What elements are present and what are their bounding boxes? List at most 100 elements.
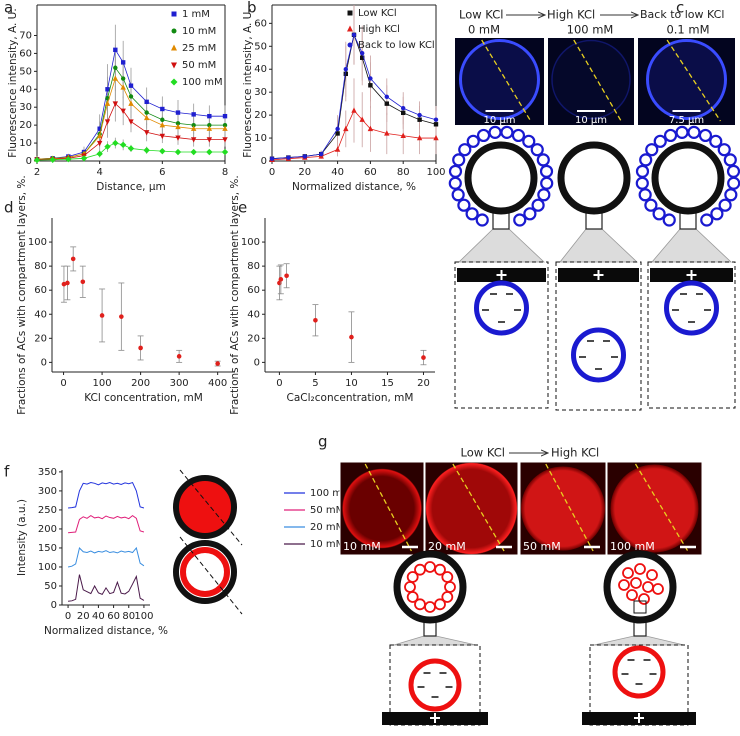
small-vesicle (698, 128, 713, 143)
small-vesicle (537, 188, 551, 202)
marker (159, 121, 166, 128)
x-tick-label: 8 (222, 167, 228, 178)
x-axis-label: KCl concentration, mM (84, 392, 203, 404)
marker (343, 71, 348, 77)
series-line (68, 481, 145, 509)
panel-label: a (4, 0, 13, 17)
y-tick-label: 60 (19, 48, 32, 59)
marker (96, 132, 103, 139)
marker (119, 141, 127, 149)
small-vesicle (710, 207, 724, 221)
marker (207, 122, 212, 128)
marker (128, 94, 134, 99)
small-vesicle (723, 153, 737, 167)
cell-outline (342, 468, 422, 549)
panel-label: f (4, 463, 10, 481)
y-tick-label: 100 (28, 237, 47, 248)
marker (80, 155, 88, 162)
marker (128, 83, 134, 88)
marker (269, 156, 275, 161)
compartment (408, 658, 462, 712)
scale-bar-label: 10 µm (483, 115, 515, 126)
marker (174, 148, 182, 156)
marker (113, 47, 118, 53)
marker (104, 119, 111, 125)
marker (160, 106, 165, 112)
x-tick-label: 40 (331, 167, 344, 178)
y-tick-label: 20 (19, 120, 32, 131)
marker (368, 83, 373, 88)
y-tick-label: 250 (38, 505, 57, 516)
x-tick-label: 0 (65, 611, 71, 622)
point (349, 334, 354, 340)
funnel (559, 228, 639, 263)
zoom-box (389, 644, 481, 726)
y-tick-label: 0 (51, 600, 57, 611)
x-tick-label: 400 (208, 378, 227, 389)
small-vesicle (511, 128, 526, 143)
vesicle (464, 141, 538, 215)
marker (433, 117, 439, 122)
x-tick-label: 20 (417, 378, 430, 389)
small-vesicle (675, 125, 689, 139)
small-vesicle (466, 134, 480, 148)
point (61, 281, 67, 287)
series-line (68, 515, 145, 534)
concentration: 0 mM (468, 23, 500, 37)
small-vesicle (687, 125, 701, 139)
marker (112, 101, 119, 107)
series-line (68, 574, 145, 602)
image-label: 20 mM (428, 540, 466, 553)
marker (190, 137, 197, 143)
y-tick-label: 50 (254, 41, 267, 52)
marker (222, 122, 228, 128)
legend-label: Back to low KCl (358, 40, 435, 51)
marker (191, 112, 196, 117)
marker (206, 148, 213, 156)
small-vesicle (645, 143, 659, 157)
small-vesicle (639, 153, 653, 167)
marker (416, 134, 423, 141)
y-tick-label: 50 (19, 66, 32, 77)
marker (222, 113, 228, 119)
small-vesicle (652, 583, 664, 595)
panel-label: b (247, 0, 257, 17)
small-vesicle (451, 188, 465, 202)
x-tick-label: 4 (96, 167, 102, 178)
x-tick-label: 60 (364, 167, 377, 178)
point (80, 279, 86, 285)
small-vesicle (476, 128, 491, 143)
marker (335, 131, 340, 136)
small-vesicle (622, 567, 634, 579)
marker (417, 117, 422, 122)
small-vesicle (644, 198, 658, 212)
compartment (571, 327, 626, 383)
small-vesicle (652, 207, 666, 221)
marker (120, 60, 126, 65)
marker (143, 114, 150, 121)
marker (96, 150, 103, 158)
small-vesicle (724, 188, 738, 202)
marker (159, 133, 166, 140)
x-axis-label: CaCl₂concentration, mM (287, 392, 414, 404)
y-tick-label: 50 (44, 581, 57, 592)
small-vesicle (727, 176, 740, 190)
y-tick-label: 0 (26, 156, 32, 167)
y-tick-label: 80 (247, 261, 260, 272)
small-vesicle (531, 198, 545, 212)
y-tick-label: 0 (261, 156, 267, 167)
x-tick-label: 20 (298, 167, 311, 178)
marker (112, 139, 119, 147)
point (99, 313, 105, 318)
marker (222, 125, 228, 131)
legend-marker (171, 11, 177, 17)
profile-line (364, 463, 412, 552)
legend-label: Low KCl (358, 8, 397, 19)
concentration: 0.1 mM (666, 23, 709, 37)
legend-label: 50 mM KCl (310, 505, 363, 516)
y-tick-label: 80 (34, 261, 47, 272)
small-vesicle (522, 134, 536, 148)
legend-marker (170, 78, 178, 86)
small-vesicle (618, 579, 630, 591)
point (176, 354, 182, 359)
